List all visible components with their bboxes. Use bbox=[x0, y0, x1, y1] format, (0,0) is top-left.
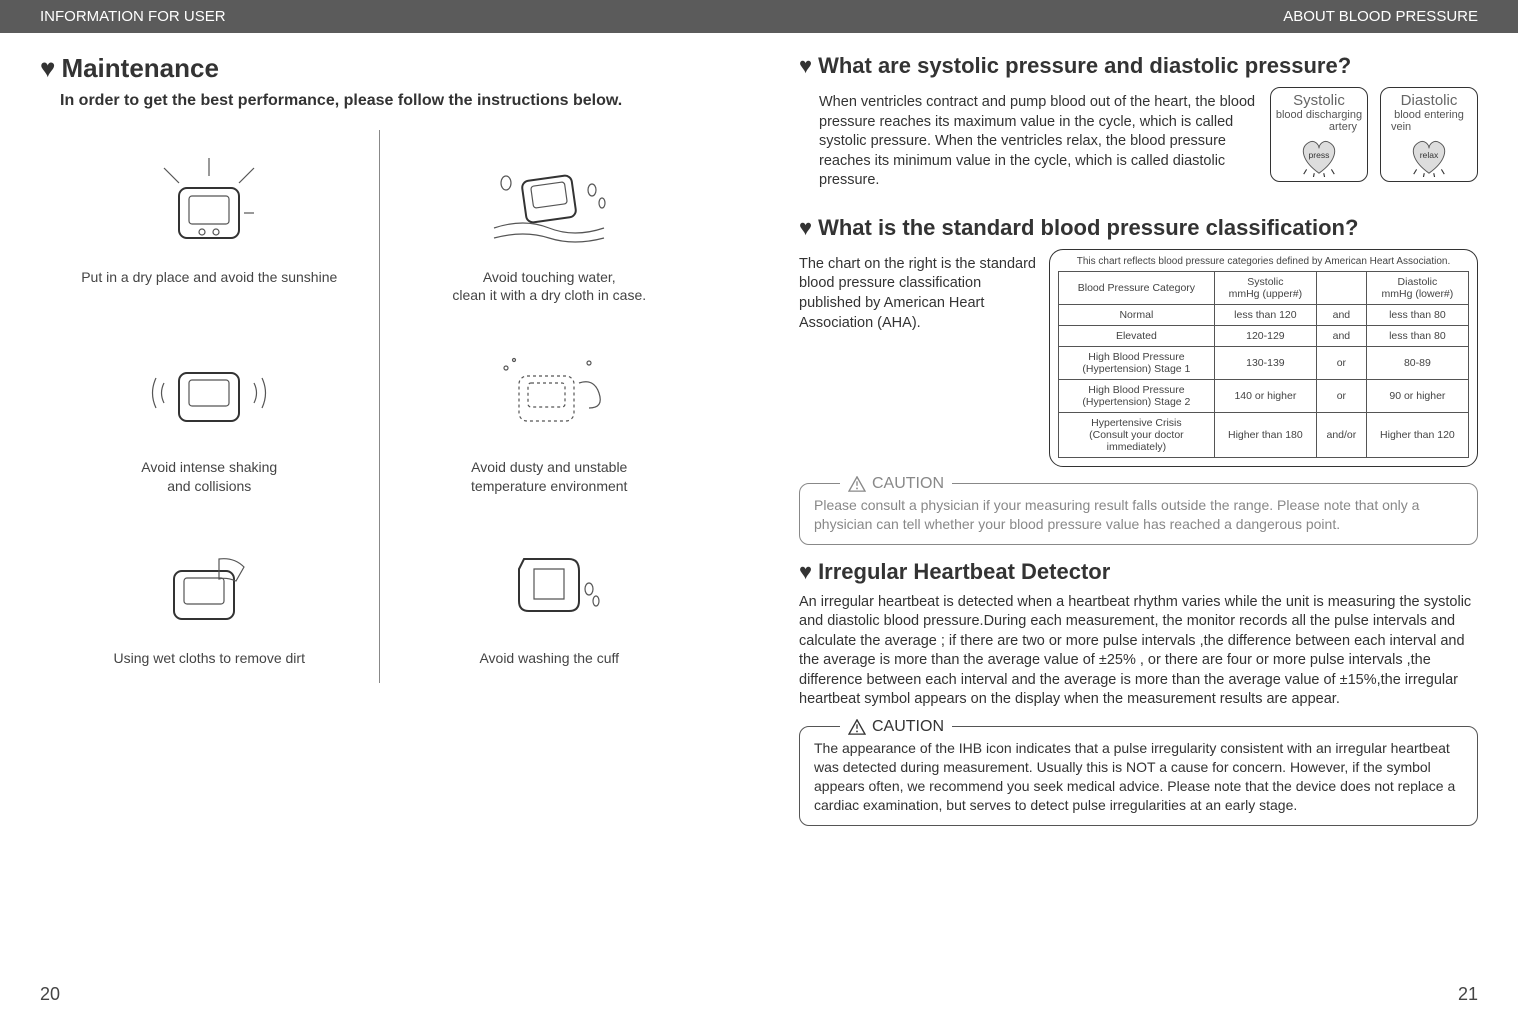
caption-3: Avoid intense shaking and collisions bbox=[60, 458, 359, 494]
table-cell: High Blood Pressure (Hypertension) Stage… bbox=[1059, 379, 1215, 412]
maint-cell-1: Put in a dry place and avoid the sunshin… bbox=[40, 130, 380, 320]
table-cell: 120-129 bbox=[1214, 325, 1316, 346]
caution1-body: Please consult a physician if your measu… bbox=[814, 497, 1419, 532]
q2-title-text: What is the standard blood pressure clas… bbox=[818, 215, 1358, 240]
maint-cell-3: Avoid intense shaking and collisions bbox=[40, 320, 380, 510]
maint-cell-4: Avoid dusty and unstable temperature env… bbox=[380, 320, 720, 510]
table-cell: Higher than 120 bbox=[1366, 412, 1468, 457]
q2-row: The chart on the right is the standard b… bbox=[799, 249, 1478, 467]
caption-5: Using wet cloths to remove dirt bbox=[60, 649, 359, 667]
table-cell: Elevated bbox=[1059, 325, 1215, 346]
page-number-right: 21 bbox=[1458, 984, 1478, 1005]
maint-cell-5: Using wet cloths to remove dirt bbox=[40, 511, 380, 683]
illus-wetcloth bbox=[144, 529, 274, 639]
page-left: INFORMATION FOR USER ♥Maintenance In ord… bbox=[0, 0, 759, 1023]
header-bar-left: INFORMATION FOR USER bbox=[0, 0, 759, 33]
caution-box-1: CAUTION Please consult a physician if yo… bbox=[799, 483, 1478, 545]
diastolic-title: Diastolic bbox=[1383, 92, 1475, 109]
table-cell: and bbox=[1316, 325, 1366, 346]
caption-2: Avoid touching water, clean it with a dr… bbox=[400, 268, 700, 304]
bp-th-dia: Diastolic mmHg (lower#) bbox=[1366, 271, 1468, 304]
bp-table-note: This chart reflects blood pressure categ… bbox=[1058, 256, 1469, 267]
bp-table-wrap: This chart reflects blood pressure categ… bbox=[1049, 249, 1478, 467]
table-cell: 90 or higher bbox=[1366, 379, 1468, 412]
diastolic-sub: blood entering bbox=[1383, 109, 1475, 121]
caution1-label-text: CAUTION bbox=[872, 473, 944, 495]
table-cell: or bbox=[1316, 346, 1366, 379]
bp-table: Blood Pressure Category Systolic mmHg (u… bbox=[1058, 271, 1469, 458]
caution2-body: The appearance of the IHB icon indicates… bbox=[814, 740, 1455, 813]
illus-sunshine bbox=[144, 148, 274, 258]
bp-th-sys: Systolic mmHg (upper#) bbox=[1214, 271, 1316, 304]
page-right: ABOUT BLOOD PRESSURE ♥What are systolic … bbox=[759, 0, 1518, 1023]
systolic-title: Systolic bbox=[1273, 92, 1365, 109]
caution-label-2: CAUTION bbox=[840, 716, 952, 738]
table-cell: 140 or higher bbox=[1214, 379, 1316, 412]
illus-shaking bbox=[144, 338, 274, 448]
table-cell: less than 120 bbox=[1214, 304, 1316, 325]
table-cell: and/or bbox=[1316, 412, 1366, 457]
table-row: High Blood Pressure (Hypertension) Stage… bbox=[1059, 379, 1469, 412]
heart-icon: ♥ bbox=[40, 53, 55, 83]
q1-body: When ventricles contract and pump blood … bbox=[819, 93, 1258, 191]
ihb-title-text: Irregular Heartbeat Detector bbox=[818, 559, 1110, 584]
maint-cell-6: Avoid washing the cuff bbox=[380, 511, 720, 683]
diastolic-sub2: vein bbox=[1383, 121, 1475, 133]
table-cell: and bbox=[1316, 304, 1366, 325]
q2-heading: ♥What is the standard blood pressure cla… bbox=[799, 215, 1478, 241]
table-row: Normalless than 120andless than 80 bbox=[1059, 304, 1469, 325]
heart-icon: ♥ bbox=[799, 53, 812, 78]
caption-1: Put in a dry place and avoid the sunshin… bbox=[60, 268, 359, 286]
bp-th-cat: Blood Pressure Category bbox=[1059, 271, 1215, 304]
diastolic-box: Diastolic blood entering vein relax bbox=[1380, 87, 1478, 182]
maintenance-title-text: Maintenance bbox=[61, 53, 219, 83]
table-cell: or bbox=[1316, 379, 1366, 412]
caution-label-1: CAUTION bbox=[840, 473, 952, 495]
table-cell: less than 80 bbox=[1366, 304, 1468, 325]
warning-icon bbox=[848, 719, 866, 735]
table-row: Hypertensive Crisis (Consult your doctor… bbox=[1059, 412, 1469, 457]
page-number-left: 20 bbox=[40, 984, 60, 1005]
systolic-sub2: artery bbox=[1273, 121, 1365, 133]
maintenance-heading: ♥Maintenance bbox=[40, 53, 719, 84]
systolic-tag: press bbox=[1309, 150, 1330, 160]
diastolic-tag: relax bbox=[1420, 150, 1439, 160]
table-cell: Normal bbox=[1059, 304, 1215, 325]
illus-washcuff bbox=[484, 529, 614, 639]
caution2-label-text: CAUTION bbox=[872, 716, 944, 738]
header-bar-right: ABOUT BLOOD PRESSURE bbox=[759, 0, 1518, 33]
maintenance-subtitle: In order to get the best performance, pl… bbox=[60, 92, 719, 110]
caption-4: Avoid dusty and unstable temperature env… bbox=[400, 458, 700, 494]
systolic-box: Systolic blood discharging artery press bbox=[1270, 87, 1368, 182]
caption-6: Avoid washing the cuff bbox=[400, 649, 700, 667]
bp-th-conj bbox=[1316, 271, 1366, 304]
q1-title-text: What are systolic pressure and diastolic… bbox=[818, 53, 1351, 78]
heart-icon: ♥ bbox=[799, 215, 812, 240]
q2-body: The chart on the right is the standard b… bbox=[799, 255, 1039, 333]
table-cell: 80-89 bbox=[1366, 346, 1468, 379]
table-row: High Blood Pressure (Hypertension) Stage… bbox=[1059, 346, 1469, 379]
heart-icon: ♥ bbox=[799, 559, 812, 584]
caution-box-2: CAUTION The appearance of the IHB icon i… bbox=[799, 726, 1478, 826]
ihb-body: An irregular heartbeat is detected when … bbox=[799, 593, 1478, 710]
warning-icon bbox=[848, 476, 866, 492]
maint-cell-2: Avoid touching water, clean it with a dr… bbox=[380, 130, 720, 320]
table-cell: 130-139 bbox=[1214, 346, 1316, 379]
q1-row: When ventricles contract and pump blood … bbox=[799, 87, 1478, 201]
illus-dusty bbox=[484, 338, 614, 448]
q1-heading: ♥What are systolic pressure and diastoli… bbox=[799, 53, 1478, 79]
table-cell: less than 80 bbox=[1366, 325, 1468, 346]
table-row: Elevated120-129andless than 80 bbox=[1059, 325, 1469, 346]
table-cell: High Blood Pressure (Hypertension) Stage… bbox=[1059, 346, 1215, 379]
illus-water bbox=[484, 148, 614, 258]
table-cell: Higher than 180 bbox=[1214, 412, 1316, 457]
maintenance-grid: Put in a dry place and avoid the sunshin… bbox=[40, 130, 719, 683]
systolic-sub: blood discharging bbox=[1273, 109, 1365, 121]
table-cell: Hypertensive Crisis (Consult your doctor… bbox=[1059, 412, 1215, 457]
ihb-heading: ♥Irregular Heartbeat Detector bbox=[799, 559, 1478, 585]
